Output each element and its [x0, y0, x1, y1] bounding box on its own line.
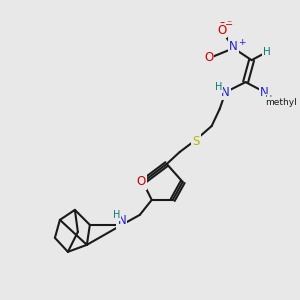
Text: N: N — [229, 40, 238, 53]
Text: O: O — [217, 21, 226, 34]
Text: H: H — [265, 95, 272, 105]
Text: O: O — [136, 176, 146, 188]
Text: methyl: methyl — [265, 98, 296, 106]
Text: H: H — [263, 47, 270, 57]
Text: ⁻: ⁻ — [226, 19, 231, 29]
Text: −: − — [225, 20, 233, 30]
Text: O: O — [204, 51, 213, 64]
Text: H: H — [215, 82, 222, 92]
Text: N: N — [260, 85, 269, 99]
Text: H: H — [113, 210, 121, 220]
Text: O: O — [217, 24, 226, 37]
Text: N: N — [221, 85, 230, 99]
Text: +: + — [238, 38, 245, 47]
Text: N: N — [117, 214, 126, 227]
Text: S: S — [192, 134, 200, 148]
